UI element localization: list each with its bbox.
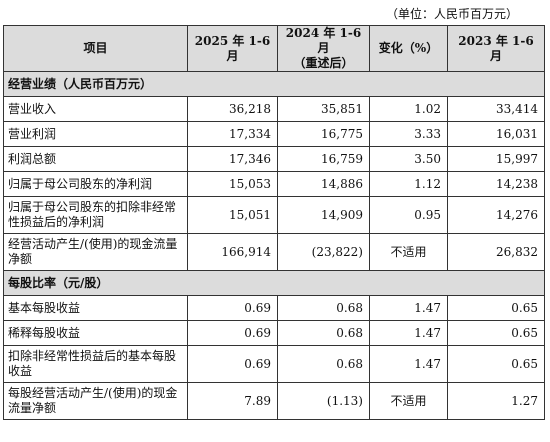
table-row: 营业利润 17,334 16,775 3.33 16,031 [3, 121, 545, 147]
cell-2023: 33,414 [447, 96, 545, 122]
cell-2023: 14,238 [447, 171, 545, 197]
cell-2023: 0.65 [447, 320, 545, 346]
cell-change: 1.02 [369, 96, 448, 122]
header-2025: 2025 年 1-6 月 [187, 25, 278, 72]
cell-2025: 0.69 [187, 320, 278, 346]
row-label: 每股经营活动产生/(使用)的现金流量净额 [3, 382, 188, 420]
cell-2025: 15,051 [187, 196, 278, 234]
cell-change: 1.47 [369, 295, 448, 321]
cell-2024: 35,851 [277, 96, 370, 122]
cell-change: 不适用 [369, 382, 448, 420]
row-label: 经营活动产生/(使用)的现金流量净额 [3, 233, 188, 271]
cell-change: 3.33 [369, 121, 448, 147]
row-label: 扣除非经常性损益后的基本每股收益 [3, 345, 188, 383]
cell-2024: 0.68 [277, 345, 370, 383]
row-label: 归属于母公司股东的净利润 [3, 171, 188, 197]
cell-2025: 36,218 [187, 96, 278, 122]
table-row: 利润总额 17,346 16,759 3.50 15,997 [3, 146, 545, 172]
cell-2023: 0.65 [447, 295, 545, 321]
cell-2024: 0.68 [277, 295, 370, 321]
row-label: 营业收入 [3, 96, 188, 122]
cell-2025: 15,053 [187, 171, 278, 197]
cell-change: 3.50 [369, 146, 448, 172]
cell-2024: (1.13) [277, 382, 370, 420]
cell-change: 不适用 [369, 233, 448, 271]
financial-summary-table: 项目 2025 年 1-6 月 2024 年 1-6 月 （重述后） 变化（%）… [3, 25, 545, 420]
cell-2025: 17,346 [187, 146, 278, 172]
table-row: 归属于母公司股东的扣除非经常性损益后的净利润 15,051 14,909 0.9… [3, 196, 545, 234]
row-label: 基本每股收益 [3, 295, 188, 321]
cell-2024: (23,822) [277, 233, 370, 271]
cell-2024: 14,886 [277, 171, 370, 197]
cell-change: 0.95 [369, 196, 448, 234]
cell-2024: 16,775 [277, 121, 370, 147]
row-label: 利润总额 [3, 146, 188, 172]
header-2023: 2023 年 1-6 月 [447, 25, 545, 72]
table-row: 每股经营活动产生/(使用)的现金流量净额 7.89 (1.13) 不适用 1.2… [3, 382, 545, 420]
header-item: 项目 [3, 25, 188, 72]
cell-2023: 0.65 [447, 345, 545, 383]
row-label: 稀释每股收益 [3, 320, 188, 346]
section-title: 每股比率（元/股） [3, 270, 545, 296]
cell-2025: 166,914 [187, 233, 278, 271]
cell-2024: 16,759 [277, 146, 370, 172]
cell-2024: 14,909 [277, 196, 370, 234]
cell-2023: 16,031 [447, 121, 545, 147]
cell-2025: 7.89 [187, 382, 278, 420]
cell-2025: 0.69 [187, 295, 278, 321]
cell-2025: 0.69 [187, 345, 278, 383]
cell-change: 1.12 [369, 171, 448, 197]
table-row: 归属于母公司股东的净利润 15,053 14,886 1.12 14,238 [3, 171, 545, 197]
table-row: 基本每股收益 0.69 0.68 1.47 0.65 [3, 295, 545, 321]
table-row: 扣除非经常性损益后的基本每股收益 0.69 0.68 1.47 0.65 [3, 345, 545, 383]
cell-2025: 17,334 [187, 121, 278, 147]
cell-2023: 15,997 [447, 146, 545, 172]
cell-change: 1.47 [369, 345, 448, 383]
cell-2023: 1.27 [447, 382, 545, 420]
row-label: 归属于母公司股东的扣除非经常性损益后的净利润 [3, 196, 188, 234]
cell-2024: 0.68 [277, 320, 370, 346]
table-row: 经营活动产生/(使用)的现金流量净额 166,914 (23,822) 不适用 … [3, 233, 545, 271]
section-title: 经营业绩（人民币百万元） [3, 71, 545, 97]
header-2024: 2024 年 1-6 月 （重述后） [277, 25, 370, 72]
unit-note: （单位：人民币百万元） [385, 7, 518, 21]
table-row: 稀释每股收益 0.69 0.68 1.47 0.65 [3, 320, 545, 346]
cell-2023: 26,832 [447, 233, 545, 271]
cell-change: 1.47 [369, 320, 448, 346]
table-row: 营业收入 36,218 35,851 1.02 33,414 [3, 96, 545, 122]
header-change: 变化（%） [369, 25, 448, 72]
cell-2023: 14,276 [447, 196, 545, 234]
row-label: 营业利润 [3, 121, 188, 147]
